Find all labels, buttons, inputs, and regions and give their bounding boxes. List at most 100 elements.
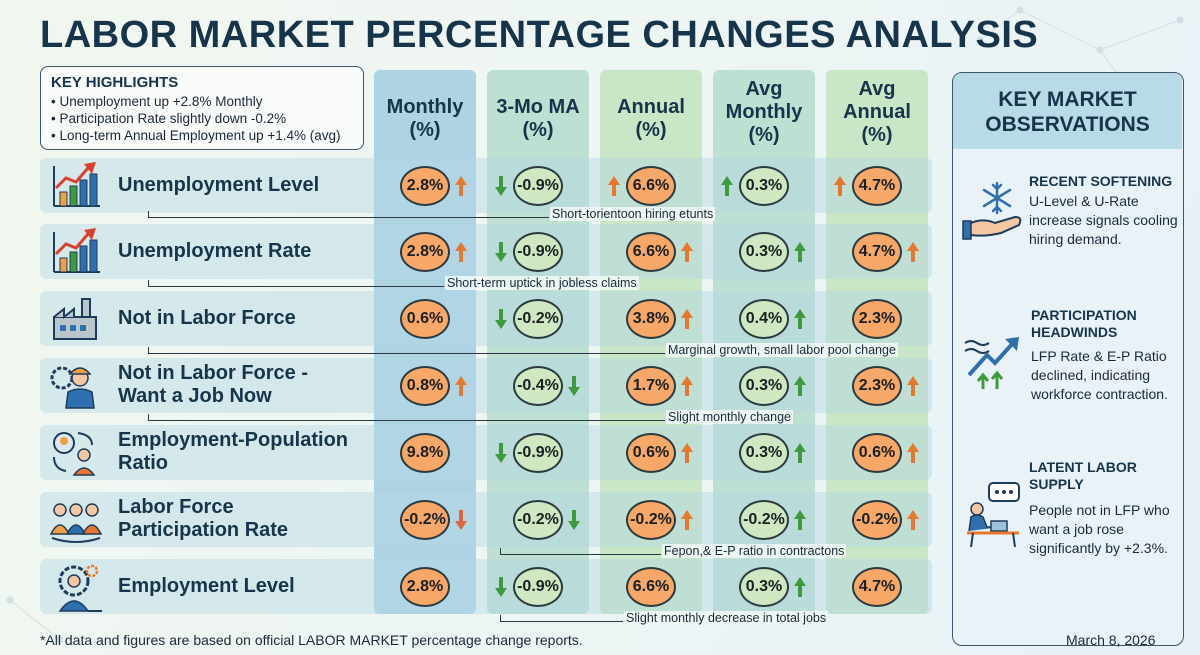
- column-header: Avg Annual (%): [843, 78, 911, 146]
- arrow-down-icon: [495, 577, 507, 597]
- arrow-up-icon: [721, 176, 733, 196]
- page-title: LABOR MARKET PERCENTAGE CHANGES ANALYSIS: [40, 14, 1039, 56]
- row-label: Employment Level: [118, 575, 295, 597]
- arrow-up-icon: [794, 242, 806, 262]
- value-badge: 2.3%: [852, 366, 902, 406]
- arrow-down-icon: [495, 176, 507, 196]
- observation-text: U-Level & U-Rate increase signals coolin…: [1029, 193, 1178, 247]
- value-badge: 0.3%: [739, 433, 789, 473]
- arrow-up-icon: [455, 176, 467, 196]
- arrow-down-icon: [495, 242, 507, 262]
- row-label: Labor Force Participation Rate: [118, 496, 289, 541]
- worker-gear-icon: [50, 366, 95, 409]
- value-badge: 6.6%: [626, 166, 676, 206]
- arrow-down-icon: [455, 510, 467, 530]
- arrow-up-icon: [907, 242, 919, 262]
- bar-chart-icon: [53, 162, 100, 207]
- value-badge: -0.2%: [852, 500, 902, 540]
- value-badge: 9.8%: [400, 433, 450, 473]
- arrow-down-icon: [495, 309, 507, 329]
- value-badge: 6.6%: [626, 232, 676, 272]
- row-label: Not in Labor Force - Want a Job Now: [118, 362, 308, 407]
- arrow-up-icon: [681, 376, 693, 396]
- value-badge: 1.7%: [626, 366, 676, 406]
- value-badge: -0.2%: [626, 500, 676, 540]
- value-badge: -0.9%: [513, 232, 563, 272]
- arrow-up-icon: [681, 242, 693, 262]
- value-badge: 0.6%: [626, 433, 676, 473]
- column-header: Annual (%): [617, 96, 685, 141]
- observation-text: LFP Rate & E-P Ratio declined, indicatin…: [1031, 348, 1168, 402]
- annotation-connector: [148, 211, 549, 218]
- row-label: Unemployment Rate: [118, 240, 312, 262]
- column-header: Monthly (%): [386, 96, 464, 141]
- highlights-heading: KEY HIGHLIGHTS: [51, 74, 179, 91]
- person-gears-icon: [58, 564, 102, 612]
- value-badge: 2.8%: [400, 166, 450, 206]
- annotation-connector: [148, 347, 665, 354]
- value-badge: 0.3%: [739, 232, 789, 272]
- value-badge: 4.7%: [852, 232, 902, 272]
- value-badge: -0.2%: [513, 299, 563, 339]
- highlight-item: • Unemployment up +2.8% Monthly: [51, 94, 263, 109]
- observation-title: PARTICIPATION HEADWINDS: [1031, 307, 1137, 340]
- arrow-up-icon: [907, 443, 919, 463]
- value-badge: -0.2%: [739, 500, 789, 540]
- value-badge: -0.2%: [513, 500, 563, 540]
- arrow-up-icon: [681, 443, 693, 463]
- value-badge: -0.9%: [513, 567, 563, 607]
- value-badge: 0.8%: [400, 366, 450, 406]
- value-badge: 0.3%: [739, 166, 789, 206]
- value-badge: 0.4%: [739, 299, 789, 339]
- value-badge: 0.6%: [400, 299, 450, 339]
- observation-text: People not in LFP who want a job rose si…: [1029, 502, 1170, 556]
- value-badge: -0.9%: [513, 433, 563, 473]
- arrow-up-icon: [794, 577, 806, 597]
- highlight-text: Participation Rate slightly down -0.2%: [59, 111, 287, 126]
- report-date: March 8, 2026: [1066, 632, 1156, 648]
- arrow-up-icon: [794, 309, 806, 329]
- value-badge: 0.3%: [739, 567, 789, 607]
- highlight-text: Long-term Annual Employment up +1.4% (av…: [59, 128, 341, 143]
- value-badge: 4.7%: [852, 567, 902, 607]
- arrow-up-icon: [794, 376, 806, 396]
- annotation-connector: [500, 615, 623, 622]
- annotation-connector: [500, 548, 661, 555]
- value-badge: 2.8%: [400, 567, 450, 607]
- observation-title: RECENT SOFTENING: [1029, 173, 1173, 189]
- annotation-text: Marginal growth, small labor pool change: [666, 343, 898, 357]
- value-badge: 6.6%: [626, 567, 676, 607]
- arrow-up-icon: [907, 510, 919, 530]
- observations-heading: KEY MARKET OBSERVATIONS: [953, 73, 1182, 149]
- column-header: 3-Mo MA (%): [496, 96, 580, 141]
- value-badge: 2.8%: [400, 232, 450, 272]
- value-badge: -0.9%: [513, 166, 563, 206]
- arrow-up-icon: [455, 242, 467, 262]
- annotation-connector: [148, 280, 444, 287]
- group-icon: [49, 503, 103, 543]
- value-badge: -0.4%: [513, 366, 563, 406]
- value-badge: 0.6%: [852, 433, 902, 473]
- arrow-up-icon: [681, 510, 693, 530]
- arrow-up-icon: [681, 309, 693, 329]
- annotation-text: Slight monthly decrease in total jobs: [624, 611, 829, 625]
- arrow-down-icon: [568, 376, 580, 396]
- factory-icon: [53, 298, 97, 340]
- observation-title: LATENT LABOR SUPPLY: [1029, 459, 1137, 492]
- annotation-text: Short-term uptick in jobless claims: [445, 276, 639, 290]
- arrow-down-icon: [568, 510, 580, 530]
- value-badge: 3.8%: [626, 299, 676, 339]
- footnote: *All data and figures are based on offic…: [40, 632, 583, 648]
- bar-chart-icon: [53, 228, 100, 273]
- row-label: Unemployment Level: [118, 174, 320, 196]
- arrow-up-icon: [907, 376, 919, 396]
- highlight-item: • Participation Rate slightly down -0.2%: [51, 111, 287, 126]
- annotation-text: Slight monthly change: [666, 410, 793, 424]
- key-highlights-box: KEY HIGHLIGHTS • Unemployment up +2.8% M…: [40, 66, 364, 150]
- arrow-up-icon: [455, 376, 467, 396]
- arrow-up-icon: [794, 443, 806, 463]
- annotation-text: Fepon,& E-P ratio in contractons: [662, 544, 847, 558]
- value-badge: 4.7%: [852, 166, 902, 206]
- annotation-text: Short-torientoon hiring etunts: [550, 207, 716, 221]
- arrow-up-icon: [834, 176, 846, 196]
